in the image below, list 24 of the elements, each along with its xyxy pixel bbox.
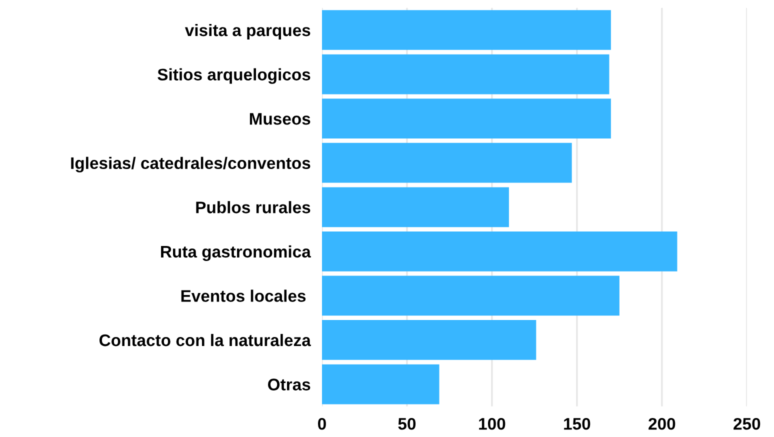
x-tick-label: 150 [564,418,590,430]
y-tick-label: Eventos locales [181,290,306,302]
y-tick-label: Sitios arquelogicos [158,68,310,84]
bar [322,187,509,228]
bar [322,54,610,94]
bar [322,320,536,360]
x-tick-label: 250 [734,418,760,430]
bar [322,231,678,272]
y-tick-label: Publos rurales [196,201,310,214]
y-tick-label: Ruta gastronomica [161,245,311,261]
x-tick-label: 100 [479,418,506,430]
y-tick-label: Iglesias/ catedrales/conventos [71,156,310,172]
bar [322,98,611,138]
bar [322,364,440,404]
y-tick-label: Contacto con la naturaleza [100,334,311,346]
x-tick-label: 0 [318,418,326,430]
bar [322,142,572,183]
x-tick-label: 200 [648,418,676,430]
x-tick-label: 50 [398,418,416,430]
y-tick-label: visita a parques [184,24,310,40]
y-tick-label: Otras [268,378,310,390]
bar [322,276,620,316]
bar [322,10,611,50]
y-tick-label: Museos [250,113,310,125]
